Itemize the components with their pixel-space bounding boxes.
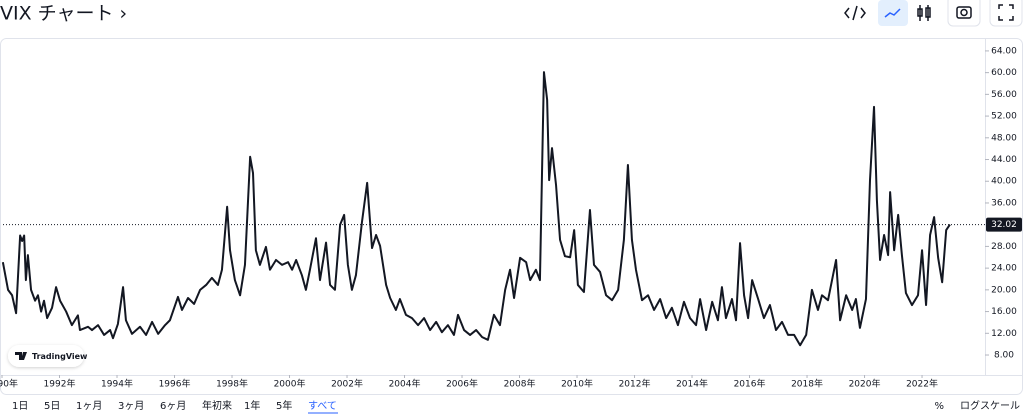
x-tick-label: 2016年 xyxy=(734,378,766,390)
y-tick-label: 16.00 xyxy=(991,307,1017,317)
range-bar: 1日 5日 1ヶ月 3ヶ月 6ヶ月 年初来 1年 5年 すべて ログスケール% xyxy=(12,399,1020,414)
y-tick-label: 56.00 xyxy=(991,90,1017,100)
range-button[interactable]: 1ヶ月 xyxy=(76,400,102,412)
fullscreen-frame xyxy=(989,0,1023,27)
range-button[interactable]: 5日 xyxy=(44,401,60,412)
logo-text: TradingView xyxy=(32,352,88,361)
y-tick-label: 8.00 xyxy=(994,351,1014,361)
snapshot-frame xyxy=(947,0,981,27)
range-button[interactable]: 1日 xyxy=(12,401,28,412)
x-tick-label: 2014年 xyxy=(676,378,708,390)
line-style-button[interactable] xyxy=(878,0,908,26)
y-tick-label: 20.00 xyxy=(991,285,1017,295)
range-button[interactable]: すべて xyxy=(308,400,337,412)
range-button[interactable]: 1年 xyxy=(244,399,260,412)
y-tick-label: 28.00 xyxy=(991,242,1017,252)
x-tick-label: 1998年 xyxy=(216,378,248,390)
y-tick-label: 36.00 xyxy=(991,198,1017,208)
y-tick-label: 24.00 xyxy=(991,264,1017,274)
y-tick-label: 48.00 xyxy=(991,133,1017,143)
y-tick-label: 12.00 xyxy=(991,329,1017,339)
range-button[interactable]: 3ヶ月 xyxy=(118,400,144,412)
logo-badge: TradingView xyxy=(8,345,88,367)
scale-option[interactable]: ログスケール xyxy=(960,399,1020,412)
x-tick-label: 2020年 xyxy=(849,378,881,390)
x-tick-label: 2000年 xyxy=(274,378,306,390)
candle-button[interactable] xyxy=(917,5,931,21)
chart-frame xyxy=(0,38,1023,395)
x-tick-label: 2002年 xyxy=(331,378,363,390)
range-button[interactable]: 5年 xyxy=(276,399,292,412)
x-tick-label: 1994年 xyxy=(101,378,133,390)
x-tick-label: 1996年 xyxy=(159,378,191,390)
x-tick-label: 2010年 xyxy=(561,378,593,390)
scale-option[interactable]: % xyxy=(934,401,944,412)
chart-title[interactable]: VIX チャート › xyxy=(0,3,127,25)
price-line xyxy=(1,71,951,347)
x-tick-label: 2006年 xyxy=(446,378,478,390)
embed-button[interactable] xyxy=(844,5,866,21)
y-tick-label: 60.00 xyxy=(991,68,1017,78)
range-button[interactable]: 6ヶ月 xyxy=(160,400,186,412)
last-value-badge xyxy=(986,217,1022,232)
x-tick-label: 2008年 xyxy=(504,378,536,390)
y-tick-label: 44.00 xyxy=(991,155,1017,165)
y-tick-label: 64.00 xyxy=(991,46,1017,56)
fullscreen-button[interactable] xyxy=(998,4,1014,21)
range-button[interactable]: 年初来 xyxy=(202,399,232,412)
y-tick-label: 52.00 xyxy=(991,112,1017,122)
x-tick-label: 1992年 xyxy=(44,378,76,390)
last-value-label: 32.02 xyxy=(991,220,1017,230)
x-tick-label: 2012年 xyxy=(619,378,651,390)
toolbar xyxy=(844,0,1023,27)
snapshot-button[interactable] xyxy=(956,6,972,19)
x-tick-label: 2004年 xyxy=(389,378,421,390)
plot-area xyxy=(1,71,985,347)
y-tick-label: 40.00 xyxy=(991,177,1017,187)
x-tick-label: 2022年 xyxy=(906,378,938,390)
x-tick-label: 2018年 xyxy=(791,378,823,390)
x-tick-label: 1990年 xyxy=(0,378,18,390)
line-icon xyxy=(884,8,901,18)
